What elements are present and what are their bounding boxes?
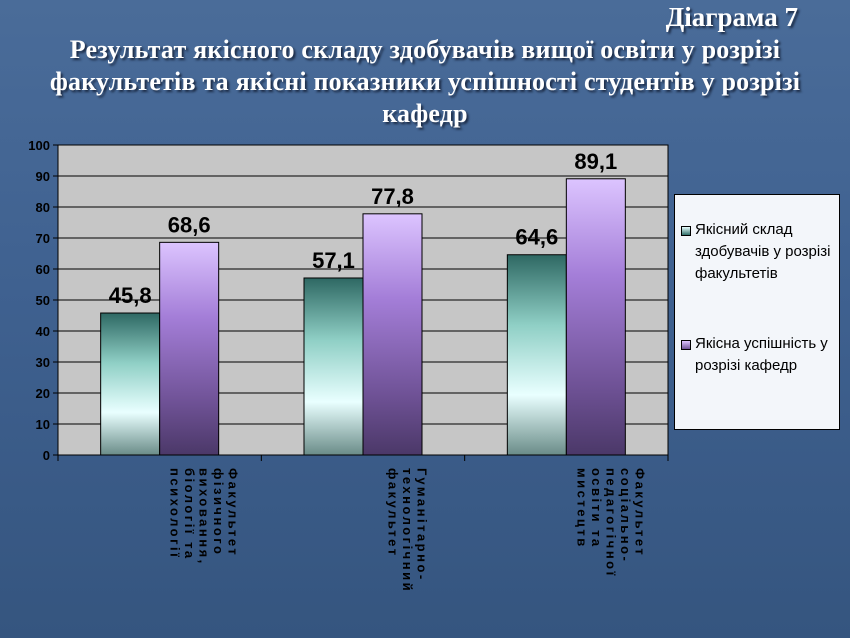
bar (362, 213, 423, 456)
y-tick-label: 50 (36, 293, 50, 308)
bar (506, 254, 567, 456)
legend-item-department-success: Якісна успішність у розрізі кафедр (681, 333, 833, 377)
category-label-line: Гуманітарно- (415, 468, 430, 582)
y-tick-label: 30 (36, 355, 50, 370)
legend-line: Якісний склад (695, 221, 793, 238)
category-label-line: мистецтв (574, 468, 589, 549)
legend-item-faculty-composition: Якісний склад здобувачів у розрізі факул… (681, 219, 833, 285)
data-label: 89,1 (574, 149, 617, 174)
category-label-line: фізичного (211, 468, 226, 556)
y-tick-label: 0 (43, 448, 50, 463)
category-label-line: психології (168, 468, 183, 559)
title-line-2: факультетів та якісні показники успішнос… (49, 67, 801, 96)
legend-line: факультетів (695, 265, 778, 282)
y-tick-label: 90 (36, 169, 50, 184)
bar (159, 241, 220, 456)
y-tick-label: 80 (36, 200, 50, 215)
data-label: 64,6 (515, 225, 558, 250)
legend: Якісний склад здобувачів у розрізі факул… (674, 194, 840, 430)
y-tick-label: 10 (36, 417, 50, 432)
y-tick-label: 100 (28, 138, 50, 153)
legend-line: здобувачів у розрізі (695, 243, 831, 260)
legend-text: Якісна успішність у розрізі кафедр (695, 333, 828, 377)
category-label-line: педагогічної (603, 468, 618, 578)
data-label: 57,1 (312, 248, 355, 273)
title-line-3: кафедр (382, 99, 468, 128)
bar (565, 178, 626, 456)
category-label-line: Факультет (632, 468, 647, 557)
category-label-line: біології та (182, 468, 197, 561)
legend-swatch-faculty-composition (681, 226, 691, 236)
slide-number: Діаграма 7 (665, 2, 798, 32)
y-tick-label: 20 (36, 386, 50, 401)
bar (303, 277, 364, 456)
category-label-line: технологічний (400, 468, 415, 593)
y-tick-label: 60 (36, 262, 50, 277)
data-label: 77,8 (371, 184, 414, 209)
bar (100, 312, 161, 456)
legend-text: Якісний склад здобувачів у розрізі факул… (695, 219, 830, 285)
legend-swatch-department-success (681, 340, 691, 350)
y-tick-label: 70 (36, 231, 50, 246)
legend-line: розрізі кафедр (695, 357, 798, 374)
title-line-1: Результат якісного складу здобувачів вищ… (69, 35, 781, 64)
data-label: 68,6 (168, 212, 211, 237)
category-label-line: освіти та (589, 468, 604, 549)
category-label-line: соціально- (618, 468, 633, 563)
data-label: 45,8 (109, 283, 152, 308)
category-label-line: виховання, (197, 468, 212, 566)
legend-line: Якісна успішність у (695, 335, 828, 352)
y-tick-label: 40 (36, 324, 50, 339)
category-label-line: факультет (386, 468, 401, 558)
slide-title: Результат якісного складу здобувачів вищ… (0, 34, 850, 130)
category-label-line: Факультет (226, 468, 241, 557)
